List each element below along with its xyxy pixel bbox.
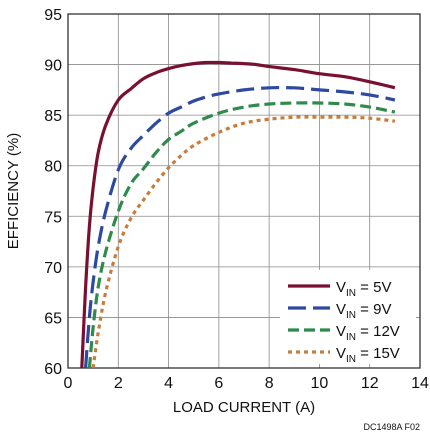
series-lines	[80, 60, 396, 368]
y-tick-label: 65	[44, 310, 62, 327]
legend-entry: VIN = 15V	[336, 345, 400, 365]
x-axis-label: LOAD CURRENT (A)	[173, 399, 315, 416]
legend-entry: VIN = 12V	[336, 323, 400, 343]
x-tick-label: 6	[214, 375, 223, 392]
y-tick-label: 90	[44, 58, 62, 75]
series-line-1	[80, 60, 396, 368]
y-tick-label: 95	[44, 7, 62, 24]
x-tick-label: 10	[311, 375, 329, 392]
x-tick-label: 12	[361, 375, 379, 392]
y-tick-label: 80	[44, 159, 62, 176]
series-line-4	[91, 115, 396, 368]
y-tick-labels: 60 65 70 75 80 85 90 95	[44, 7, 62, 378]
x-tick-label: 0	[64, 375, 73, 392]
x-tick-labels: 0 2 4 6 8 10 12 14	[64, 375, 429, 392]
series-line-3	[87, 101, 396, 368]
x-tick-label: 2	[114, 375, 123, 392]
y-tick-label: 60	[44, 361, 62, 378]
grid	[68, 14, 420, 368]
y-tick-label: 85	[44, 108, 62, 125]
series-line-2	[84, 85, 396, 368]
x-tick-label: 8	[265, 375, 274, 392]
x-tick-label: 4	[164, 375, 173, 392]
y-tick-label: 75	[44, 209, 62, 226]
x-tick-label: 14	[411, 375, 429, 392]
y-tick-label: 70	[44, 260, 62, 277]
y-axis-label: EFFICIENCY (%)	[5, 133, 22, 249]
legend-entry: VIN = 5V	[336, 279, 391, 299]
legend-entry: VIN = 9V	[336, 301, 391, 321]
plot-frame	[67, 13, 421, 369]
figure-id: DC1498A F02	[363, 422, 420, 432]
